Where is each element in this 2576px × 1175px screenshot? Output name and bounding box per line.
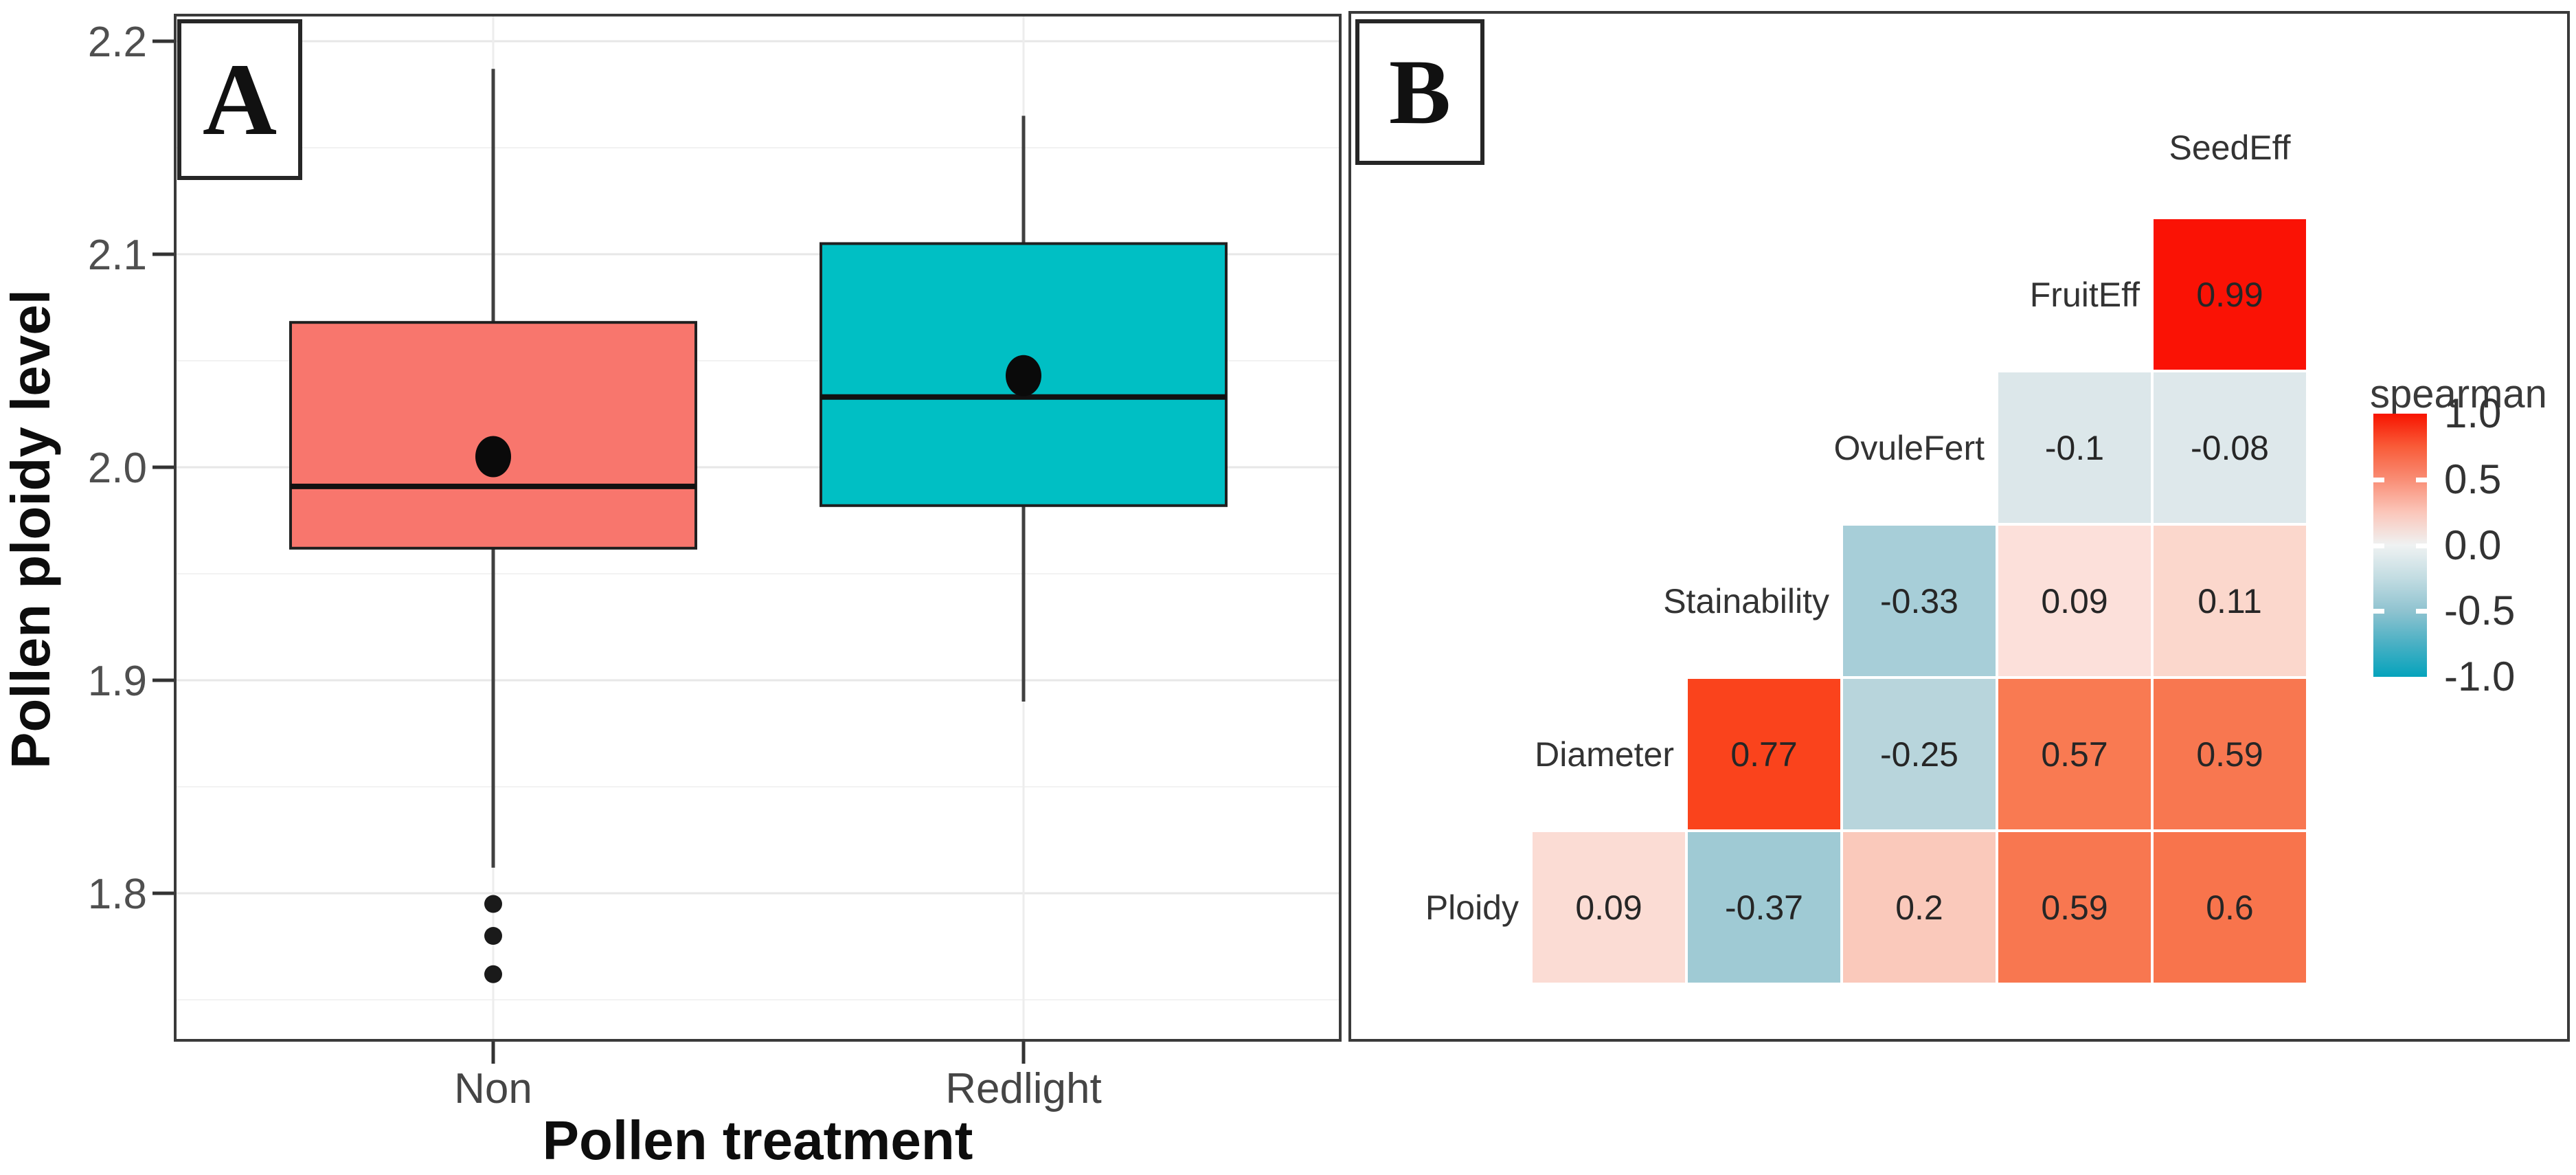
heatmap-cell-value: -0.08 [2191,428,2269,468]
heatmap-cell-value: -0.37 [1725,888,1803,928]
y-tick-label: 1.8 [88,871,147,918]
heatmap-cell-value: 0.57 [2041,735,2108,774]
panel-a-tag-letter: A [203,41,277,159]
legend-tick-label: 0.0 [2444,525,2501,566]
heatmap-cell: 0.6 [2154,832,2306,983]
legend-tick-notch [2416,544,2427,548]
heatmap-cell-value: 0.99 [2196,275,2263,315]
heatmap-cell-value: 0.6 [2206,888,2254,928]
heatmap-cell-value: 0.09 [2041,581,2108,621]
heatmap-row-label: FruitEff [1796,274,2140,315]
heatmap-cell: -0.37 [1688,832,1840,983]
heatmap-cell: -0.33 [1843,526,1996,676]
legend-tick-label: -1.0 [2444,656,2515,697]
heatmap-row-label: Stainability [1486,581,1829,622]
heatmap-cell: 0.99 [2154,219,2306,370]
heatmap-cell: -0.08 [2154,372,2306,523]
heatmap-row-label: Ploidy [1175,887,1519,928]
heatmap-cell: -0.25 [1843,679,1996,829]
legend-tick-notch [2373,478,2384,482]
heatmap-row-label: OvuleFert [1641,427,1985,469]
mean-point [1006,355,1041,396]
heatmap-cell-value: 0.2 [1895,888,1943,928]
legend-tick-label: -0.5 [2444,590,2515,631]
y-axis-title: Pollen ploidy level [2,186,60,873]
heatmap-cell: 0.59 [2154,679,2306,829]
y-tick-label: 2.2 [88,19,147,66]
figure: A B 2.2 2.1 2.0 1.9 1.8 Pollen treatment Pol… [0,0,2576,1175]
box [291,322,696,548]
legend: spearman 1.00.50.0-0.5-1.0 [2363,371,2576,694]
mean-point [475,436,511,478]
legend-tick-label: 0.5 [2444,459,2501,500]
heatmap-cell: 0.57 [1998,679,2151,829]
heatmap-cell: 0.2 [1843,832,1996,983]
heatmap-cell-value: 0.09 [1575,888,1642,928]
heatmap-cell: 0.09 [1533,832,1685,983]
x-tick-label: Redlight [886,1067,1161,1111]
panel-a-tag: A [177,19,302,180]
legend-tick-notch [2373,609,2384,614]
y-tick-label: 1.9 [88,658,147,705]
heatmap-cell: 0.77 [1688,679,1840,829]
outlier-point [484,965,502,983]
heatmap-row-label: Diameter [1331,734,1674,775]
panel-b-tag: B [1355,19,1484,165]
legend-tick-notch [2416,478,2427,482]
heatmap-cell-value: 0.77 [1730,735,1797,774]
heatmap-cell-value: -0.25 [1880,735,1958,774]
heatmap-cell: 0.59 [1998,832,2151,983]
x-axis-title: Pollen treatment [414,1112,1101,1170]
y-tick-label: 2.1 [88,232,147,279]
heatmap-cell-value: 0.59 [2041,888,2108,928]
heatmap-col-label: SeedEff [2154,127,2306,168]
outlier-point [484,895,502,913]
heatmap-cell: 0.09 [1998,526,2151,676]
heatmap-cell-value: 0.11 [2197,581,2262,621]
panel-b-tag-letter: B [1389,39,1451,146]
legend-tick-label: 1.0 [2444,393,2501,434]
heatmap-cell: -0.1 [1998,372,2151,523]
legend-tick-notch [2416,609,2427,614]
legend-tick-notch [2373,544,2384,548]
heatmap-cell: 0.11 [2154,526,2306,676]
heatmap-cell-value: 0.59 [2196,735,2263,774]
heatmap-cell-value: -0.33 [1880,581,1958,621]
heatmap-cell-value: -0.1 [2045,428,2104,468]
outlier-point [484,927,502,945]
y-tick-label: 2.0 [88,445,147,492]
x-tick-label: Non [356,1067,631,1111]
